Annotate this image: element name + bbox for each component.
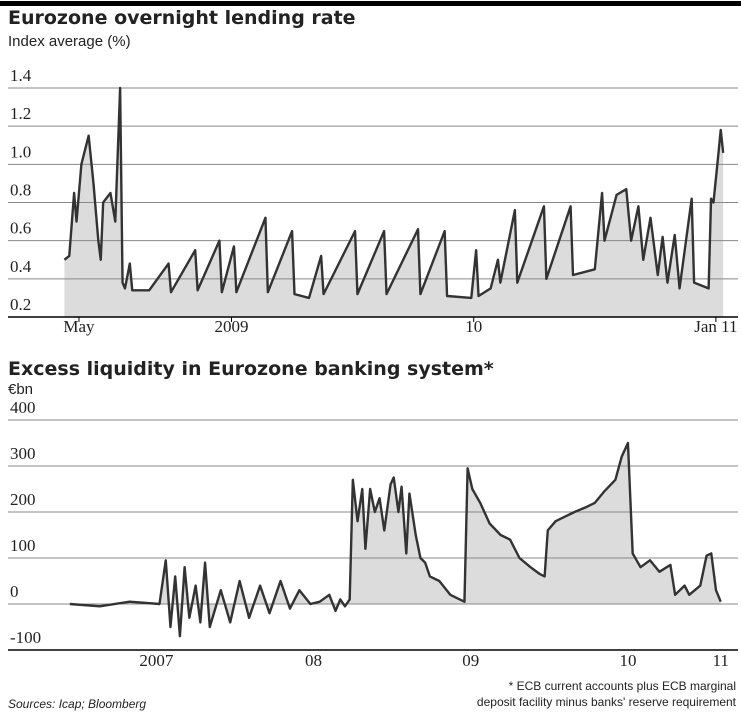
y-tick-label: 1.0 xyxy=(10,142,31,161)
top-rule xyxy=(0,1,741,6)
x-tick-label: 2007 xyxy=(139,651,174,670)
data-line xyxy=(63,86,725,300)
chart-title: Excess liquidity in Eurozone banking sys… xyxy=(8,358,494,380)
x-tick-label: Jan 11 xyxy=(694,317,737,336)
footnote: * ECB current accounts plus ECB marginal xyxy=(509,679,736,693)
area-fill xyxy=(69,443,721,637)
source: Sources: Icap; Bloomberg xyxy=(8,697,146,711)
x-tick-label: May xyxy=(63,317,95,336)
y-tick-label: 0.2 xyxy=(10,295,31,314)
chart-subtitle: Index average (%) xyxy=(8,33,131,50)
x-tick-label: 10 xyxy=(619,651,636,670)
y-tick-label: -100 xyxy=(10,628,41,647)
y-tick-label: 0.8 xyxy=(10,181,31,200)
y-tick-label: 100 xyxy=(10,536,36,555)
x-tick-label: 2009 xyxy=(215,317,249,336)
x-tick-label: 09 xyxy=(462,651,479,670)
x-tick-label: 10 xyxy=(465,317,482,336)
area-fill xyxy=(64,88,724,317)
x-tick-label: 08 xyxy=(305,651,322,670)
y-tick-label: 300 xyxy=(10,444,36,463)
y-tick-label: 0.6 xyxy=(10,219,31,238)
data-line xyxy=(69,441,722,638)
y-tick-label: 1.2 xyxy=(10,104,31,123)
y-tick-label: 200 xyxy=(10,490,36,509)
y-tick-label: 0.4 xyxy=(10,257,32,276)
chart-title: Eurozone overnight lending rate xyxy=(8,7,356,29)
footnote: deposit facility minus banks' reserve re… xyxy=(477,695,737,709)
y-axis-label: €bn xyxy=(8,381,33,398)
y-tick-label: 0 xyxy=(10,582,19,601)
y-tick-label: 1.4 xyxy=(10,66,32,85)
x-tick-label: 11 xyxy=(713,651,729,670)
y-tick-label: 400 xyxy=(10,398,36,417)
